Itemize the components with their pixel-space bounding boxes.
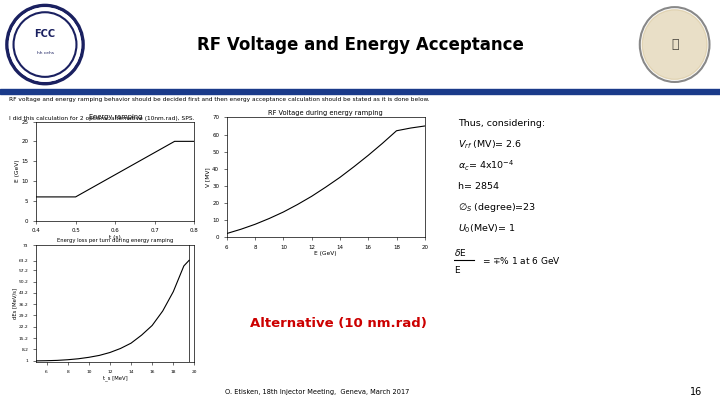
Circle shape bbox=[642, 10, 707, 79]
X-axis label: E (GeV): E (GeV) bbox=[315, 251, 337, 256]
Text: = $\mp$% 1 at 6 GeV: = $\mp$% 1 at 6 GeV bbox=[482, 255, 561, 266]
X-axis label: t_s [MeV]: t_s [MeV] bbox=[103, 375, 127, 381]
X-axis label: t (s): t (s) bbox=[109, 235, 121, 240]
Title: Energy ramping: Energy ramping bbox=[89, 114, 142, 120]
Text: O. Etisken, 18th Injector Meeting,  Geneva, March 2017: O. Etisken, 18th Injector Meeting, Genev… bbox=[225, 389, 409, 395]
Text: h= 2854: h= 2854 bbox=[458, 182, 499, 191]
Text: $\varnothing_S$ (degree)=23: $\varnothing_S$ (degree)=23 bbox=[458, 201, 536, 214]
Y-axis label: V [MV]: V [MV] bbox=[206, 167, 211, 187]
Text: hh cehs: hh cehs bbox=[37, 51, 53, 55]
Text: E: E bbox=[454, 266, 460, 275]
Text: $\alpha_c$= 4x10$^{-4}$: $\alpha_c$= 4x10$^{-4}$ bbox=[458, 159, 514, 173]
Title: RF Voltage during energy ramping: RF Voltage during energy ramping bbox=[269, 110, 383, 116]
Text: Alternative (10 nm.rad): Alternative (10 nm.rad) bbox=[250, 318, 427, 330]
Y-axis label: dEs [MeV/s]: dEs [MeV/s] bbox=[12, 288, 17, 319]
Text: I did this calculation for 2 options: alternative (10nm.rad), SPS.: I did this calculation for 2 options: al… bbox=[9, 116, 194, 121]
Text: RF Voltage and Energy Acceptance: RF Voltage and Energy Acceptance bbox=[197, 36, 523, 53]
Text: 🏛: 🏛 bbox=[671, 38, 678, 51]
Title: Energy loss per turn during energy ramping: Energy loss per turn during energy rampi… bbox=[57, 238, 174, 243]
Text: $V_{rf}$ (MV)= 2.6: $V_{rf}$ (MV)= 2.6 bbox=[458, 139, 522, 151]
Text: $U_0$(MeV)= 1: $U_0$(MeV)= 1 bbox=[458, 223, 516, 235]
Text: Thus, considering:: Thus, considering: bbox=[458, 119, 545, 128]
Text: FCC: FCC bbox=[35, 29, 55, 39]
Circle shape bbox=[9, 8, 81, 81]
Text: RF voltage and energy ramping behavior should be decided first and then energy a: RF voltage and energy ramping behavior s… bbox=[9, 97, 429, 102]
Text: 16: 16 bbox=[690, 387, 702, 397]
Text: $\delta$E: $\delta$E bbox=[454, 247, 467, 258]
Y-axis label: E (GeV): E (GeV) bbox=[15, 160, 20, 182]
